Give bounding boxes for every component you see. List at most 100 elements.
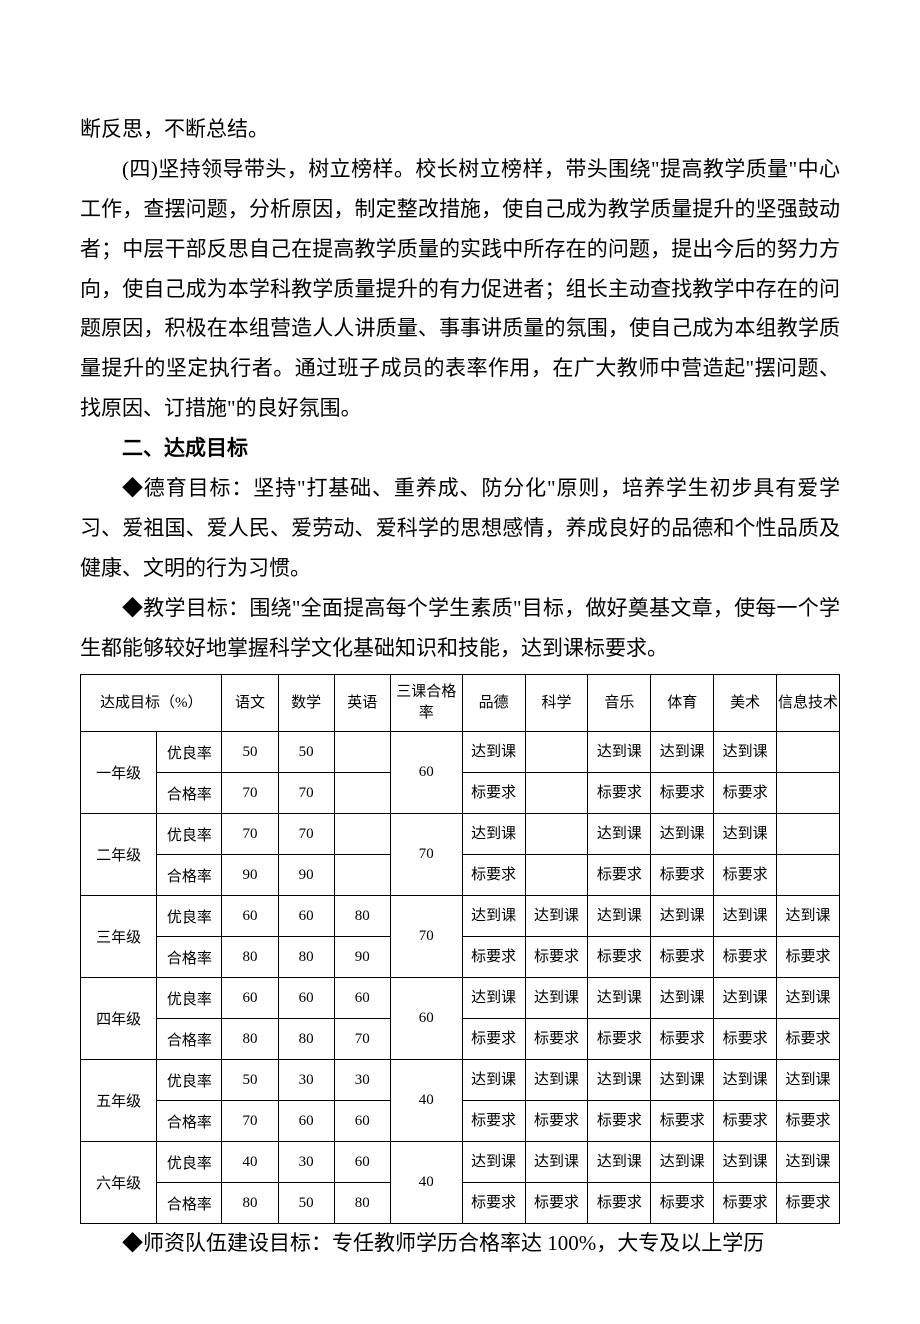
score-cell: 50 bbox=[278, 1183, 334, 1224]
header-pinde: 品德 bbox=[462, 675, 525, 732]
score-cell: 80 bbox=[334, 896, 390, 937]
reach-cell-line2: 标要求 bbox=[714, 773, 777, 814]
three-course-cell: 40 bbox=[390, 1060, 462, 1142]
score-cell: 50 bbox=[278, 732, 334, 773]
rate-label-cell: 优良率 bbox=[157, 814, 222, 855]
score-cell: 30 bbox=[278, 1142, 334, 1183]
reach-cell-line1: 达到课 bbox=[588, 732, 651, 773]
goals-table-header: 达成目标（%） 语文 数学 英语 三课合格率 品德 科学 音乐 体育 美术 信息… bbox=[81, 675, 840, 732]
header-three-course: 三课合格率 bbox=[390, 675, 462, 732]
reach-cell-line1: 达到课 bbox=[651, 896, 714, 937]
score-cell: 70 bbox=[278, 814, 334, 855]
reach-cell-line2: 标要求 bbox=[588, 855, 651, 896]
rate-label-cell: 合格率 bbox=[157, 937, 222, 978]
reach-cell-line1: 达到课 bbox=[777, 978, 840, 1019]
reach-cell-line1: 达到课 bbox=[525, 1060, 588, 1101]
reach-cell-line1: 达到课 bbox=[588, 1142, 651, 1183]
reach-cell-line2 bbox=[777, 773, 840, 814]
reach-cell-line1 bbox=[525, 814, 588, 855]
paragraph-teaching-goal: ◆教学目标：围绕"全面提高每个学生素质"目标，做好奠基文章，使每一个学生都能够较… bbox=[80, 589, 840, 669]
score-cell: 40 bbox=[222, 1142, 278, 1183]
reach-cell-line1: 达到课 bbox=[462, 896, 525, 937]
table-row: 四年级优良率60606060达到课达到课达到课达到课达到课达到课 bbox=[81, 978, 840, 1019]
reach-cell-line1: 达到课 bbox=[651, 814, 714, 855]
reach-cell-line2: 标要求 bbox=[462, 1101, 525, 1142]
rate-label-cell: 合格率 bbox=[157, 1101, 222, 1142]
score-cell: 30 bbox=[334, 1060, 390, 1101]
reach-cell-line1: 达到课 bbox=[462, 1060, 525, 1101]
heading-section-2: 二、达成目标 bbox=[80, 429, 840, 469]
reach-cell-line1: 达到课 bbox=[714, 978, 777, 1019]
reach-cell-line1: 达到课 bbox=[651, 732, 714, 773]
reach-cell-line2: 标要求 bbox=[525, 937, 588, 978]
paragraph-teacher-goal: ◆师资队伍建设目标：专任教师学历合格率达 100%，大专及以上学历 bbox=[80, 1224, 840, 1264]
reach-cell-line2: 标要求 bbox=[777, 1101, 840, 1142]
reach-cell-line1: 达到课 bbox=[462, 814, 525, 855]
score-cell: 80 bbox=[222, 937, 278, 978]
reach-cell-line1: 达到课 bbox=[714, 896, 777, 937]
reach-cell-line1: 达到课 bbox=[651, 1060, 714, 1101]
score-cell: 90 bbox=[278, 855, 334, 896]
rate-label-cell: 优良率 bbox=[157, 896, 222, 937]
reach-cell-line1: 达到课 bbox=[462, 978, 525, 1019]
score-cell: 70 bbox=[278, 773, 334, 814]
header-yuwen: 语文 bbox=[222, 675, 278, 732]
grade-name-cell: 二年级 bbox=[81, 814, 157, 896]
score-cell bbox=[334, 773, 390, 814]
rate-label-cell: 优良率 bbox=[157, 1142, 222, 1183]
goals-table-body: 一年级优良率505060达到课达到课达到课达到课合格率7070标要求标要求标要求… bbox=[81, 732, 840, 1224]
reach-cell-line1 bbox=[777, 814, 840, 855]
reach-cell-line2: 标要求 bbox=[588, 1183, 651, 1224]
reach-cell-line2: 标要求 bbox=[777, 1183, 840, 1224]
score-cell: 60 bbox=[278, 978, 334, 1019]
score-cell: 60 bbox=[334, 1101, 390, 1142]
three-course-cell: 40 bbox=[390, 1142, 462, 1224]
header-goal-percent: 达成目标（%） bbox=[81, 675, 222, 732]
reach-cell-line2 bbox=[525, 855, 588, 896]
reach-cell-line1: 达到课 bbox=[588, 814, 651, 855]
score-cell: 60 bbox=[278, 1101, 334, 1142]
score-cell: 70 bbox=[222, 814, 278, 855]
grade-name-cell: 三年级 bbox=[81, 896, 157, 978]
score-cell bbox=[334, 732, 390, 773]
table-row: 一年级优良率505060达到课达到课达到课达到课 bbox=[81, 732, 840, 773]
header-shuxue: 数学 bbox=[278, 675, 334, 732]
three-course-cell: 60 bbox=[390, 732, 462, 814]
reach-cell-line2: 标要求 bbox=[651, 1101, 714, 1142]
score-cell: 60 bbox=[222, 978, 278, 1019]
header-meishu: 美术 bbox=[714, 675, 777, 732]
score-cell: 60 bbox=[334, 978, 390, 1019]
score-cell: 90 bbox=[222, 855, 278, 896]
document-page: 断反思，不断总结。 (四)坚持领导带头，树立榜样。校长树立榜样，带头围绕"提高教… bbox=[0, 0, 920, 1324]
reach-cell-line2: 标要求 bbox=[777, 1019, 840, 1060]
rate-label-cell: 优良率 bbox=[157, 1060, 222, 1101]
rate-label-cell: 合格率 bbox=[157, 773, 222, 814]
score-cell: 80 bbox=[278, 937, 334, 978]
table-row: 三年级优良率60608070达到课达到课达到课达到课达到课达到课 bbox=[81, 896, 840, 937]
reach-cell-line2: 标要求 bbox=[714, 1183, 777, 1224]
reach-cell-line1: 达到课 bbox=[777, 1060, 840, 1101]
reach-cell-line1: 达到课 bbox=[714, 1060, 777, 1101]
score-cell: 60 bbox=[278, 896, 334, 937]
header-xinxi: 信息技术 bbox=[777, 675, 840, 732]
table-row: 五年级优良率50303040达到课达到课达到课达到课达到课达到课 bbox=[81, 1060, 840, 1101]
score-cell: 60 bbox=[334, 1142, 390, 1183]
reach-cell-line1 bbox=[525, 732, 588, 773]
score-cell: 50 bbox=[222, 732, 278, 773]
reach-cell-line2 bbox=[777, 855, 840, 896]
reach-cell-line2: 标要求 bbox=[588, 773, 651, 814]
score-cell: 80 bbox=[222, 1019, 278, 1060]
reach-cell-line1: 达到课 bbox=[588, 978, 651, 1019]
header-tiyu: 体育 bbox=[651, 675, 714, 732]
reach-cell-line1: 达到课 bbox=[714, 732, 777, 773]
score-cell bbox=[334, 855, 390, 896]
header-yinyue: 音乐 bbox=[588, 675, 651, 732]
reach-cell-line1: 达到课 bbox=[714, 814, 777, 855]
reach-cell-line1: 达到课 bbox=[462, 1142, 525, 1183]
reach-cell-line2: 标要求 bbox=[462, 773, 525, 814]
score-cell: 60 bbox=[222, 896, 278, 937]
grade-name-cell: 六年级 bbox=[81, 1142, 157, 1224]
header-yingyu: 英语 bbox=[334, 675, 390, 732]
reach-cell-line1: 达到课 bbox=[525, 1142, 588, 1183]
rate-label-cell: 合格率 bbox=[157, 855, 222, 896]
